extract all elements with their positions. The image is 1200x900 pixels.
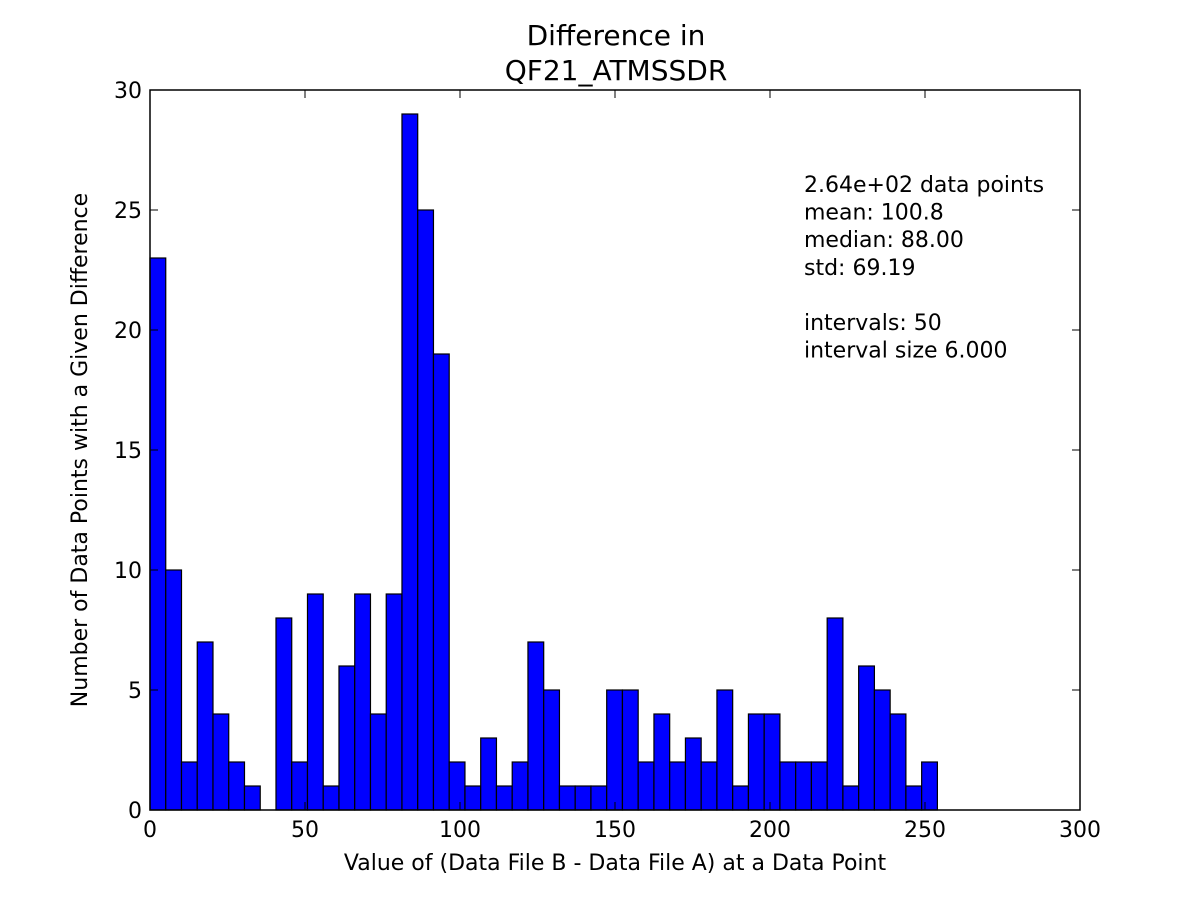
histogram-bar bbox=[606, 689, 624, 811]
histogram-bar bbox=[432, 353, 450, 811]
histogram-bar bbox=[889, 713, 907, 811]
y-tick-label: 25 bbox=[114, 199, 142, 224]
histogram-bar bbox=[779, 761, 797, 811]
stats-line: mean: 100.8 bbox=[804, 201, 944, 226]
histogram-bar bbox=[795, 761, 813, 811]
plot-frame bbox=[149, 89, 1081, 811]
y-tick-label: 20 bbox=[114, 319, 142, 344]
histogram-bar bbox=[558, 785, 576, 811]
y-tick-label: 0 bbox=[128, 799, 142, 824]
histogram-bar bbox=[180, 761, 198, 811]
histogram-bar bbox=[354, 593, 372, 811]
histogram-bar bbox=[637, 761, 655, 811]
histogram-bar bbox=[700, 761, 718, 811]
histogram-bar bbox=[826, 617, 844, 811]
stats-line: median: 88.00 bbox=[804, 228, 964, 253]
histogram-bar bbox=[527, 641, 545, 811]
stats-line: intervals: 50 bbox=[804, 311, 942, 336]
chart-title-line-2: QF21_ATMSSDR bbox=[505, 54, 728, 87]
y-tick-label: 5 bbox=[128, 679, 142, 704]
x-tick-label: 250 bbox=[904, 818, 946, 843]
histogram-bar bbox=[732, 785, 750, 811]
x-tick-label: 100 bbox=[439, 818, 481, 843]
histogram-bar bbox=[228, 761, 246, 811]
histogram-bar bbox=[385, 593, 403, 811]
histogram-bar bbox=[448, 761, 466, 811]
histogram-bar bbox=[306, 593, 324, 811]
histogram-bar bbox=[590, 785, 608, 811]
histogram-bar bbox=[165, 569, 183, 811]
histogram-bar bbox=[873, 689, 891, 811]
histogram-bar bbox=[480, 737, 498, 811]
histogram-bar bbox=[574, 785, 592, 811]
histogram-bar bbox=[858, 665, 876, 811]
stats-line: std: 69.19 bbox=[804, 256, 915, 281]
x-tick-label: 0 bbox=[143, 818, 157, 843]
histogram-bar bbox=[464, 785, 482, 811]
x-tick-label: 200 bbox=[749, 818, 791, 843]
y-tick-label: 30 bbox=[114, 79, 142, 104]
histogram-bar bbox=[810, 761, 828, 811]
ticks-group: 0 50 100 150 200 250 300 0 5 10 15 20 25 30 bbox=[114, 79, 1101, 843]
histogram-bar bbox=[212, 713, 230, 811]
stats-line: interval size 6.000 bbox=[804, 339, 1008, 364]
histogram-bar bbox=[684, 737, 702, 811]
stats-line: 2.64e+02 data points bbox=[804, 173, 1044, 198]
x-tick-label: 50 bbox=[291, 818, 319, 843]
histogram-bar bbox=[369, 713, 387, 811]
histogram-bar bbox=[401, 113, 419, 811]
histogram-bar bbox=[243, 785, 261, 811]
histogram-bar bbox=[149, 257, 167, 811]
chart-title-line-1: Difference in bbox=[527, 19, 706, 52]
histogram-bar bbox=[905, 785, 923, 811]
histogram-bar bbox=[495, 785, 513, 811]
x-axis-label: Value of (Data File B - Data File A) at … bbox=[344, 851, 887, 876]
histogram-bar bbox=[842, 785, 860, 811]
histogram-bar bbox=[511, 761, 529, 811]
histogram-bar bbox=[669, 761, 687, 811]
y-tick-label: 10 bbox=[114, 559, 142, 584]
x-tick-label: 300 bbox=[1059, 818, 1101, 843]
histogram-bar bbox=[417, 209, 435, 811]
y-tick-label: 15 bbox=[114, 439, 142, 464]
histogram-bar bbox=[716, 689, 734, 811]
y-axis-label: Number of Data Points with a Given Diffe… bbox=[68, 193, 93, 707]
histogram-bar bbox=[763, 713, 781, 811]
histogram-bar bbox=[747, 713, 765, 811]
histogram-bar bbox=[322, 785, 340, 811]
histogram-bar bbox=[921, 761, 938, 811]
histogram-bar bbox=[621, 689, 639, 811]
histogram-bar bbox=[338, 665, 356, 811]
histogram-bar bbox=[275, 617, 293, 811]
histogram-bar bbox=[653, 713, 671, 811]
histogram-bar bbox=[543, 689, 561, 811]
histogram-bar bbox=[196, 641, 214, 811]
x-tick-label: 150 bbox=[594, 818, 636, 843]
